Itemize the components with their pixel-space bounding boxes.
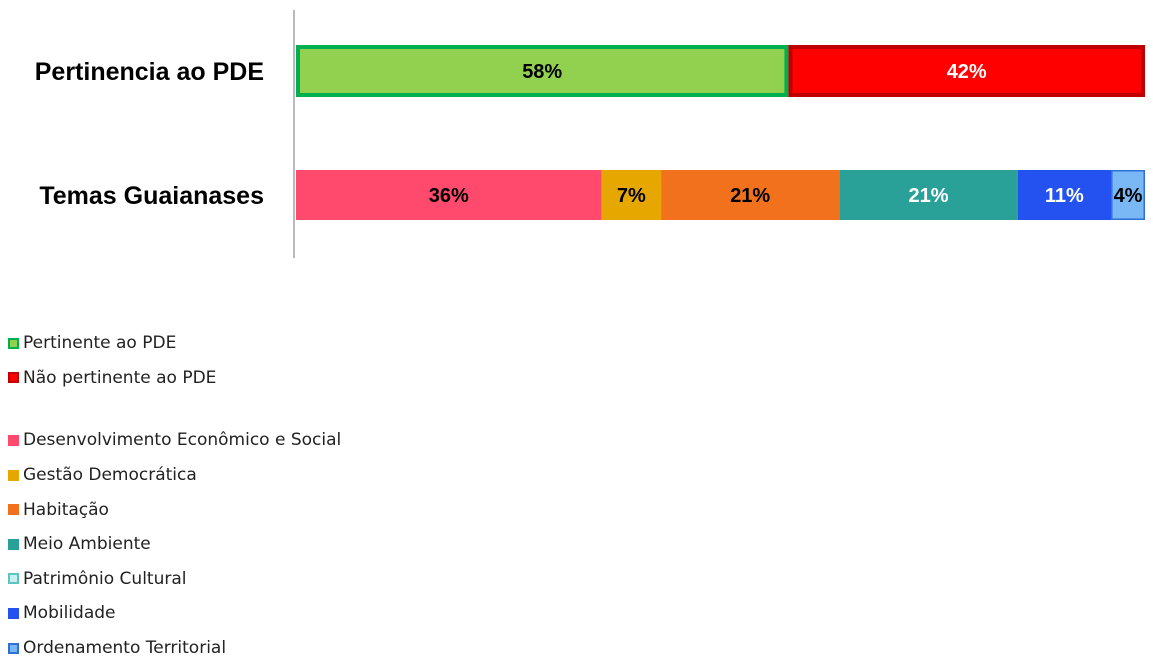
bar-segment bbox=[601, 170, 662, 220]
bar-segment bbox=[839, 170, 1018, 220]
data-label: 36% bbox=[429, 185, 469, 207]
bar-segment bbox=[296, 170, 602, 220]
legend-label: Mobilidade bbox=[23, 603, 116, 624]
legend-item: Meio Ambiente bbox=[8, 527, 341, 562]
data-label: 21% bbox=[730, 185, 770, 207]
legend-item: Patrimônio Cultural bbox=[8, 562, 341, 597]
data-label: 7% bbox=[617, 185, 646, 207]
legend-label: Meio Ambiente bbox=[23, 534, 151, 555]
legend-swatch bbox=[8, 642, 19, 654]
legend-label: Gestão Democrática bbox=[23, 465, 197, 486]
data-label: 42% bbox=[947, 61, 987, 83]
legend-swatch bbox=[8, 504, 19, 516]
stacked-bar-chart: Pertinencia ao PDE 58% 42% Temas Guaianases… bbox=[35, 10, 1146, 258]
legend-swatch bbox=[8, 538, 19, 550]
legend-swatch bbox=[8, 434, 19, 446]
legend-item: Gestão Democrática bbox=[8, 458, 341, 493]
data-label: 11% bbox=[1045, 185, 1084, 207]
bar-segment bbox=[661, 170, 840, 220]
legend-swatch bbox=[8, 573, 19, 585]
legend: Pertinente ao PDE Não pertinente ao PDE De… bbox=[8, 326, 341, 665]
legend-label: Pertinente ao PDE bbox=[23, 333, 177, 354]
legend-label: Ordenamento Territorial bbox=[23, 638, 227, 659]
bar-segment bbox=[788, 45, 1145, 97]
legend-label: Habitação bbox=[23, 499, 109, 520]
legend-item: Ordenamento Territorial bbox=[8, 631, 341, 666]
bar-groups: Pertinencia ao PDE 58% 42% Temas Guaianases… bbox=[35, 45, 1146, 220]
data-label: 58% bbox=[522, 61, 562, 83]
bar-segment bbox=[296, 45, 789, 97]
category-label: Temas Guaianases bbox=[39, 182, 264, 210]
legend-item: Pertinente ao PDE bbox=[8, 326, 341, 361]
legend-item: Desenvolvimento Econômico e Social bbox=[8, 423, 341, 458]
bar-segment bbox=[1111, 170, 1146, 220]
legend-label: Patrimônio Cultural bbox=[23, 568, 187, 589]
legend-swatch bbox=[8, 607, 19, 619]
legend-item: Habitação bbox=[8, 492, 341, 527]
legend-label: Não pertinente ao PDE bbox=[23, 367, 217, 388]
bar-segment bbox=[1017, 170, 1112, 220]
category-label: Pertinencia ao PDE bbox=[35, 58, 264, 86]
legend-item: Não pertinente ao PDE bbox=[8, 361, 341, 396]
legend-swatch bbox=[8, 337, 19, 349]
data-label: 21% bbox=[908, 185, 948, 207]
legend-spacer bbox=[8, 395, 341, 423]
legend-swatch bbox=[8, 469, 19, 481]
legend-swatch bbox=[8, 372, 19, 384]
legend-item: Mobilidade bbox=[8, 596, 341, 631]
data-label: 4% bbox=[1114, 185, 1143, 207]
legend-label: Desenvolvimento Econômico e Social bbox=[23, 430, 342, 451]
